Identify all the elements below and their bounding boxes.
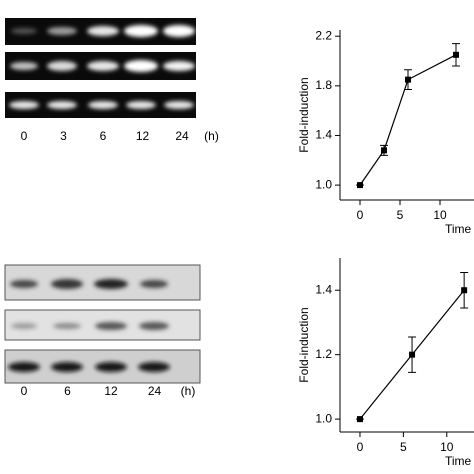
y-axis-label: Fold-induction [297,307,311,382]
gel-panel [5,18,196,118]
x-tick-label: 10 [433,208,447,222]
data-point [357,182,363,189]
gel-panel [4,264,201,384]
lane-label: 0 [21,129,28,143]
unit-label: (h) [181,384,196,398]
y-axis-label: Fold-induction [297,77,311,152]
lane-label: 24 [148,384,162,398]
data-point [381,147,387,154]
gel-strip [4,264,201,301]
x-tick-label: 10 [440,440,454,454]
data-point [356,416,363,423]
data-point [405,76,411,83]
data-point [453,51,459,58]
data-line [359,54,457,186]
y-tick-label: 2.2 [315,28,332,42]
x-axis-label: Time [445,222,472,236]
y-tick-label: 1.8 [315,78,332,92]
lane-label: 0 [21,384,28,398]
lane-label: 3 [60,129,67,143]
lane-label: 6 [64,384,71,398]
x-axis-label: Time [445,454,472,468]
y-tick-label: 1.4 [315,282,332,296]
y-tick-label: 1.4 [315,128,332,142]
lane-label: 12 [104,384,118,398]
lane-label: 24 [175,129,189,143]
unit-label: (h) [204,129,219,143]
lane-label: 6 [100,129,107,143]
x-tick-label: 5 [397,208,404,222]
x-tick-label: 5 [400,440,407,454]
x-tick-label: 0 [357,440,364,454]
data-point [409,351,416,358]
y-tick-label: 1.0 [315,177,332,191]
lane-label: 12 [136,129,150,143]
data-point [461,287,468,294]
y-tick-label: 1.0 [315,411,332,425]
y-tick-label: 1.2 [315,347,332,361]
x-tick-label: 0 [357,208,364,222]
